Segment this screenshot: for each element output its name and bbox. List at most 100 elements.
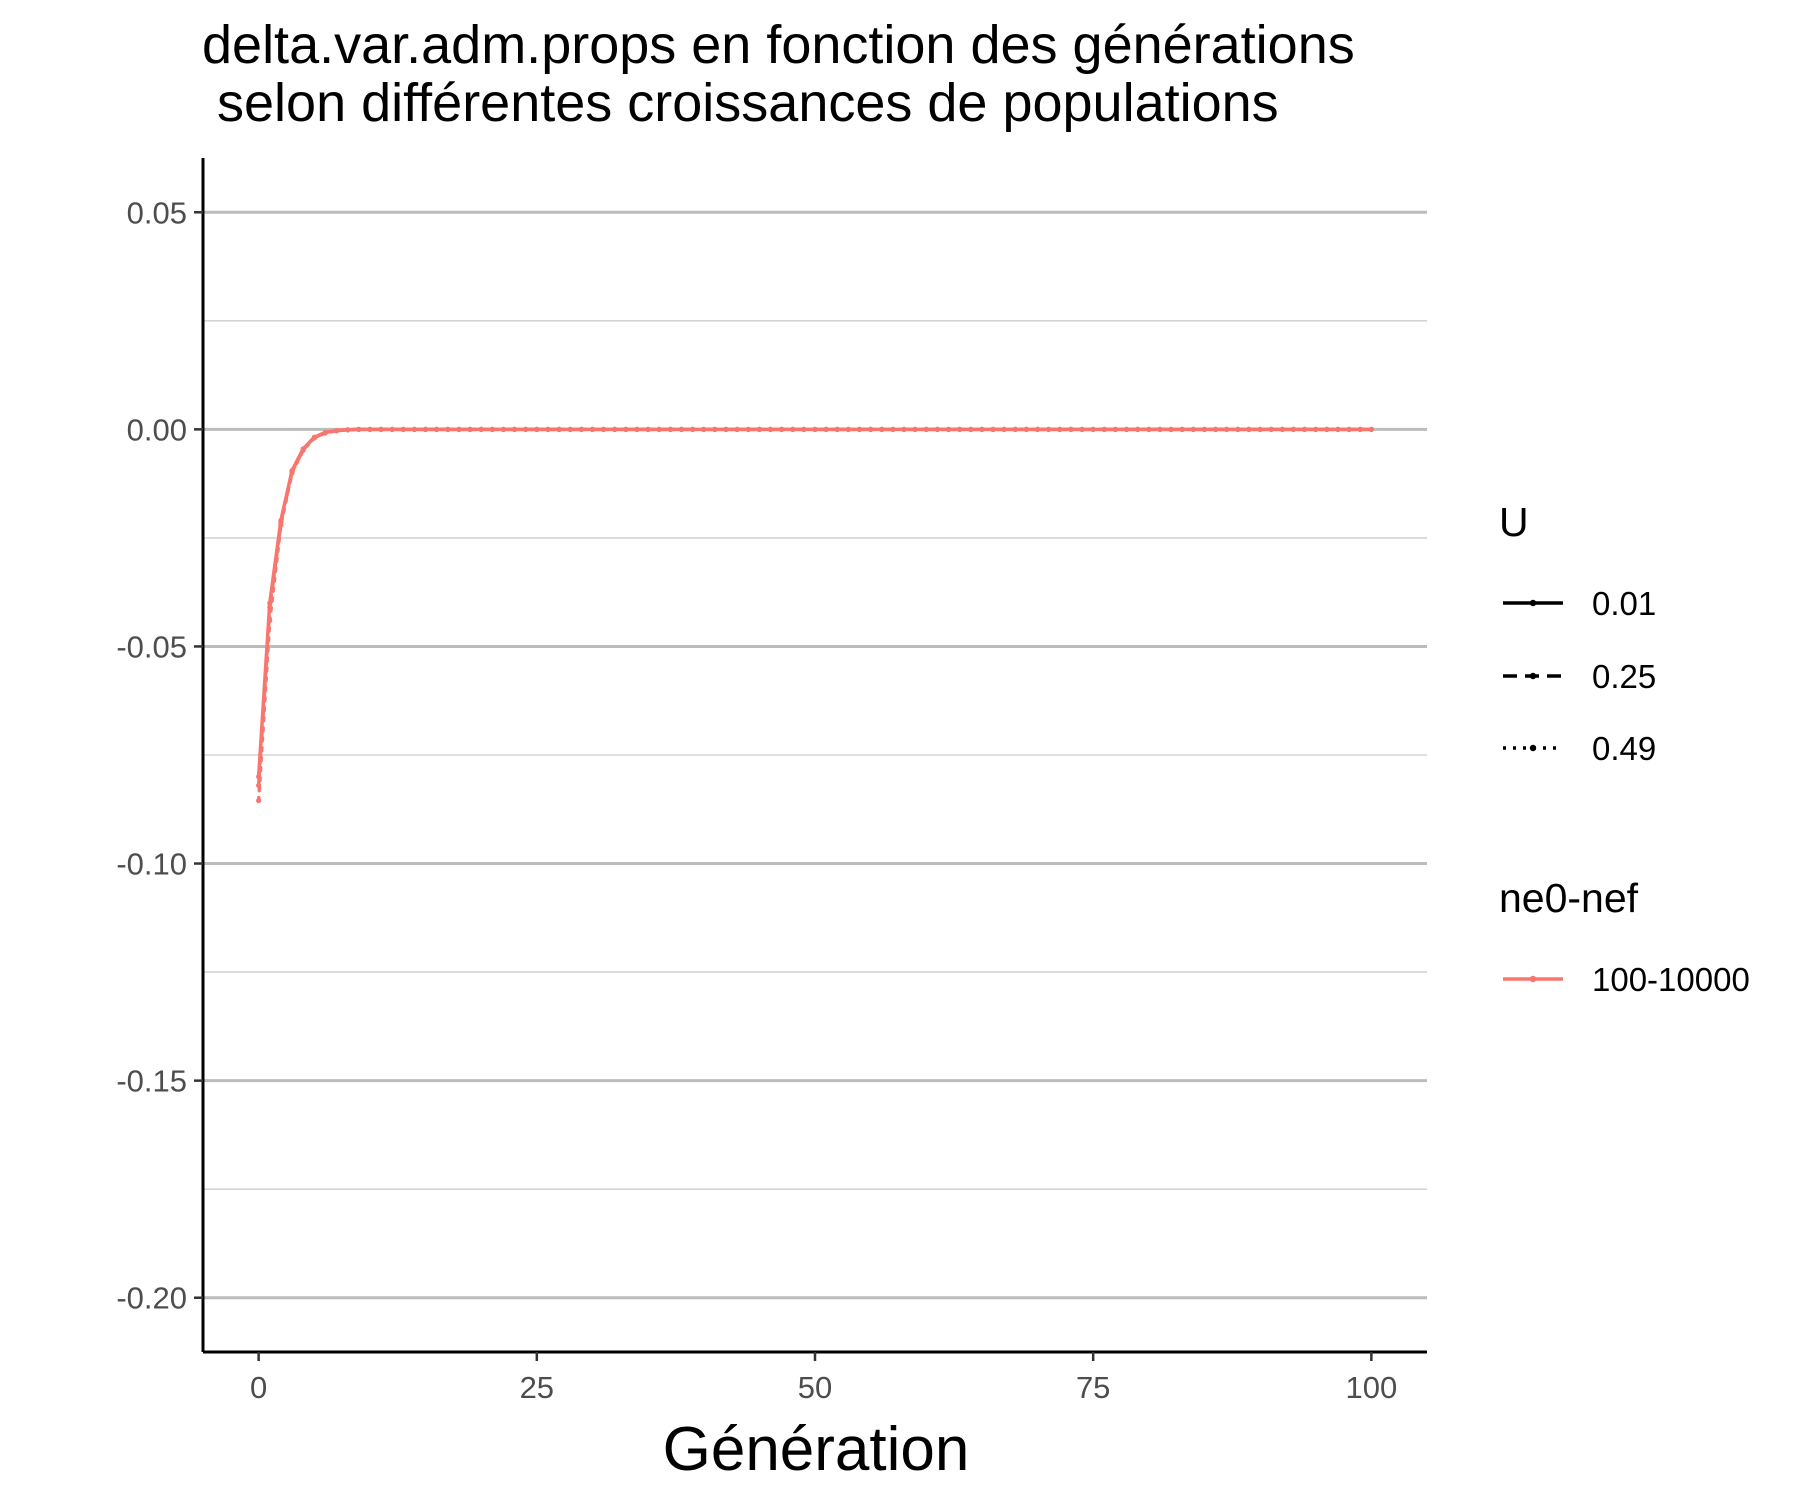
data-point: [1023, 426, 1030, 432]
y-tick-label: -0.05: [116, 629, 187, 664]
x-tick-label: 75: [1076, 1370, 1110, 1405]
data-point: [1257, 426, 1263, 432]
data-point: [489, 426, 495, 432]
data-point: [667, 426, 673, 432]
data-point: [923, 426, 929, 432]
data-point: [690, 426, 696, 432]
data-point: [1246, 426, 1252, 432]
data-point: [1212, 426, 1219, 432]
data-point: [1346, 426, 1352, 432]
data-point: [1101, 426, 1107, 432]
data-point: [801, 426, 807, 432]
data-point: [1046, 426, 1052, 432]
data-point: [868, 426, 874, 432]
data-point: [779, 426, 785, 432]
data-point: [400, 426, 406, 432]
gridlines: [203, 210, 1427, 1300]
data-point: [289, 470, 295, 476]
data-point: [945, 426, 952, 432]
data-point: [678, 426, 685, 432]
data-point: [834, 426, 840, 432]
y-tick-label: -0.10: [116, 847, 187, 882]
legend-label: 100-10000: [1592, 961, 1750, 998]
x-tick-label: 0: [250, 1370, 267, 1405]
axes: 0.05 0.00 -0.05 -0.10 -0.15 -0.20 0 25 50 75 100: [116, 158, 1427, 1405]
data-point: [589, 426, 596, 432]
data-point: [634, 426, 640, 432]
legend: U 0.01 0.25 0.49 ne0-nef 100-10000: [1499, 499, 1750, 998]
x-axis-title: Génération: [663, 1415, 970, 1484]
chart-title-line-1: delta.var.adm.props en fonction des géné…: [202, 15, 1355, 75]
data-point: [1335, 426, 1341, 432]
legend-key-point: [1529, 975, 1537, 983]
data-point: [311, 435, 317, 441]
data-point: [1146, 426, 1152, 432]
data-point: [723, 426, 729, 432]
data-point: [467, 426, 473, 432]
data-point: [745, 426, 751, 432]
series-group: [256, 426, 1374, 804]
legend-label: 0.25: [1592, 658, 1656, 695]
data-point: [267, 617, 273, 624]
data-point: [957, 426, 963, 432]
data-point: [1368, 426, 1374, 432]
data-point: [656, 426, 662, 432]
data-point: [322, 430, 328, 436]
data-point: [623, 426, 629, 432]
data-point: [545, 426, 551, 432]
data-point: [968, 426, 974, 432]
data-point: [1201, 426, 1208, 432]
data-point: [1012, 426, 1018, 432]
x-tick-label: 100: [1345, 1370, 1397, 1405]
legend-title-u: U: [1499, 499, 1529, 545]
data-point: [734, 426, 740, 432]
data-point: [1001, 426, 1007, 432]
legend-label: 0.49: [1592, 730, 1656, 767]
chart-title-line-2: selon différentes croissances de populat…: [202, 73, 1279, 133]
data-point: [901, 426, 907, 432]
data-point: [333, 428, 340, 434]
data-point: [756, 426, 762, 432]
data-point: [990, 426, 996, 432]
data-point: [979, 426, 985, 432]
data-point: [701, 426, 707, 432]
data-point: [600, 426, 607, 432]
data-point: [567, 426, 573, 432]
data-point: [1279, 426, 1285, 432]
legend-key-point: [1529, 599, 1537, 607]
legend-title-ne0-nef: ne0-nef: [1499, 875, 1639, 921]
data-point: [345, 427, 351, 433]
data-point: [1123, 426, 1130, 432]
data-point: [278, 522, 284, 528]
data-point: [1324, 426, 1330, 432]
y-tick-label: -0.20: [116, 1281, 187, 1316]
data-point: [1290, 426, 1297, 432]
data-point: [523, 426, 529, 432]
data-point: [1302, 426, 1308, 432]
data-point: [1168, 426, 1174, 432]
data-point: [511, 426, 518, 432]
data-point: [367, 426, 373, 432]
legend-key-point: [1529, 672, 1537, 680]
data-point: [1224, 426, 1230, 432]
data-point: [934, 426, 941, 432]
y-tick-label: -0.15: [116, 1064, 187, 1099]
data-point: [890, 426, 896, 432]
data-point: [1034, 426, 1041, 432]
data-point: [1313, 426, 1319, 432]
data-point: [856, 426, 863, 432]
data-point: [378, 426, 384, 432]
data-point: [1357, 426, 1363, 432]
data-point: [845, 426, 851, 432]
x-tick-label: 25: [520, 1370, 554, 1405]
data-point: [389, 426, 395, 432]
data-point: [879, 426, 885, 432]
data-point: [812, 426, 818, 432]
data-point: [556, 426, 562, 432]
data-point: [1235, 426, 1241, 432]
data-point: [1268, 426, 1274, 432]
data-point: [578, 426, 584, 432]
data-point: [823, 426, 829, 432]
data-point: [1079, 426, 1085, 432]
